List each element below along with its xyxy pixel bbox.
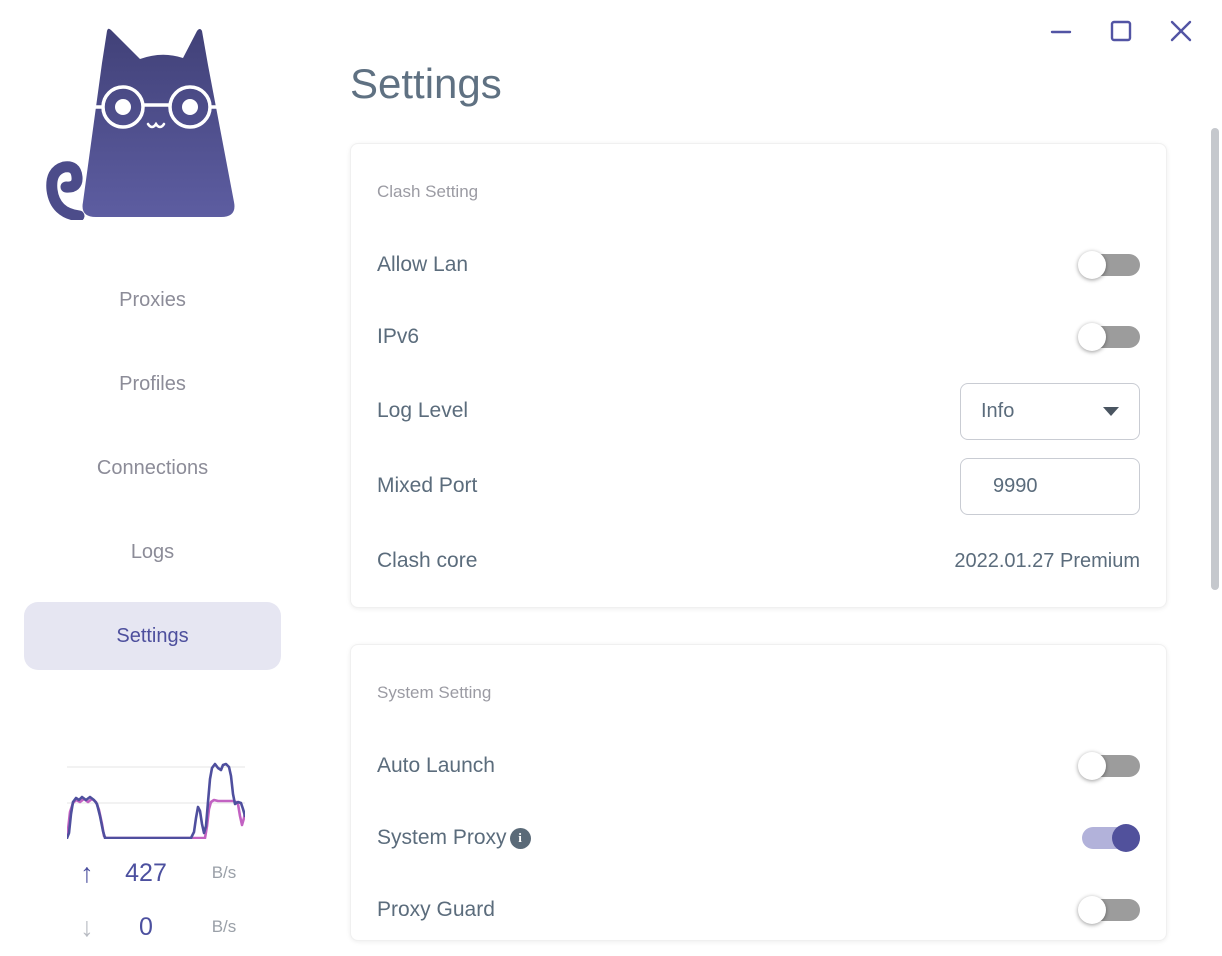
auto-launch-label: Auto Launch <box>377 754 495 777</box>
minimize-button[interactable] <box>1046 16 1076 46</box>
ipv6-row: IPv6 <box>351 307 1166 367</box>
sidebar-item-label: Connections <box>96 456 209 479</box>
sidebar-item-label: Settings <box>116 624 189 647</box>
toggle-thumb <box>1078 896 1106 924</box>
log-level-label: Log Level <box>377 399 469 422</box>
scrollbar[interactable] <box>1211 128 1219 590</box>
auto-launch-toggle[interactable] <box>1078 752 1140 780</box>
toggle-thumb <box>1078 323 1106 351</box>
toggle-thumb <box>1112 824 1140 852</box>
toggle-thumb <box>1078 752 1106 780</box>
allow-lan-label: Allow Lan <box>377 253 469 276</box>
ipv6-toggle[interactable] <box>1078 323 1140 351</box>
arrow-up-icon: ↑ <box>80 858 94 888</box>
sidebar-item-label: Profiles <box>119 372 186 395</box>
mixed-port-label: Mixed Port <box>377 474 478 497</box>
system-proxy-label-group: System Proxy <box>377 826 531 850</box>
minimize-icon <box>1050 30 1072 34</box>
page-title: Settings <box>350 60 502 107</box>
toggle-thumb <box>1078 251 1106 279</box>
clash-cat-logo <box>46 28 235 220</box>
close-button[interactable] <box>1166 16 1196 46</box>
system-proxy-label: System Proxy <box>377 826 507 849</box>
maximize-icon <box>1110 20 1132 42</box>
upload-speed-unit: B/s <box>211 863 237 882</box>
sidebar-item-profiles[interactable]: Profiles <box>24 350 281 418</box>
sidebar-item-connections[interactable]: Connections <box>24 434 281 502</box>
clash-setting-card: Clash Setting Allow Lan IPv6 Log Level I… <box>350 143 1167 608</box>
upload-line <box>67 762 245 839</box>
download-speed-value: 0 <box>139 913 153 941</box>
clash-core-version: 2022.01.27 Premium <box>954 549 1140 572</box>
auto-launch-row: Auto Launch <box>351 736 1166 796</box>
chevron-down-icon <box>1103 406 1119 416</box>
mixed-port-input[interactable] <box>960 457 1140 515</box>
card-title: System Setting <box>377 683 492 702</box>
proxy-guard-row: Proxy Guard <box>351 880 1166 940</box>
upload-stat: ↑ 427 B/s <box>0 858 305 888</box>
arrow-down-icon: ↓ <box>80 912 94 942</box>
upload-speed-value: 427 <box>125 859 167 887</box>
sidebar-item-label: Proxies <box>119 288 186 311</box>
mixed-port-row: Mixed Port <box>351 456 1166 516</box>
download-speed-unit: B/s <box>211 917 237 936</box>
sidebar-item-label: Logs <box>130 540 175 563</box>
card-title: Clash Setting <box>377 182 479 201</box>
sidebar: Proxies Profiles Connections Logs Settin… <box>0 0 305 956</box>
maximize-button[interactable] <box>1106 16 1136 46</box>
info-icon[interactable] <box>509 827 531 849</box>
sidebar-item-settings[interactable]: Settings <box>24 602 281 670</box>
close-icon <box>1170 20 1192 42</box>
clash-core-label: Clash core <box>377 549 478 572</box>
proxy-guard-label: Proxy Guard <box>377 898 495 921</box>
download-stat: ↓ 0 B/s <box>0 912 305 942</box>
glasses-icon <box>93 85 221 129</box>
system-proxy-toggle[interactable] <box>1078 824 1140 852</box>
system-proxy-row: System Proxy <box>351 808 1166 868</box>
sidebar-item-proxies[interactable]: Proxies <box>24 266 281 334</box>
ipv6-label: IPv6 <box>377 325 420 348</box>
clash-core-row: Clash core 2022.01.27 Premium <box>351 531 1166 591</box>
sidebar-nav: Proxies Profiles Connections Logs Settin… <box>0 266 305 686</box>
system-setting-card: System Setting Auto Launch System Proxy … <box>350 644 1167 941</box>
log-level-row: Log Level Info <box>351 381 1166 441</box>
allow-lan-row: Allow Lan <box>351 235 1166 295</box>
sidebar-item-logs[interactable]: Logs <box>24 518 281 586</box>
allow-lan-toggle[interactable] <box>1078 251 1140 279</box>
log-level-selected-value: Info <box>981 399 1015 422</box>
proxy-guard-toggle[interactable] <box>1078 896 1140 924</box>
download-line <box>67 797 245 839</box>
traffic-chart <box>67 762 245 839</box>
log-level-select[interactable]: Info <box>960 382 1140 440</box>
